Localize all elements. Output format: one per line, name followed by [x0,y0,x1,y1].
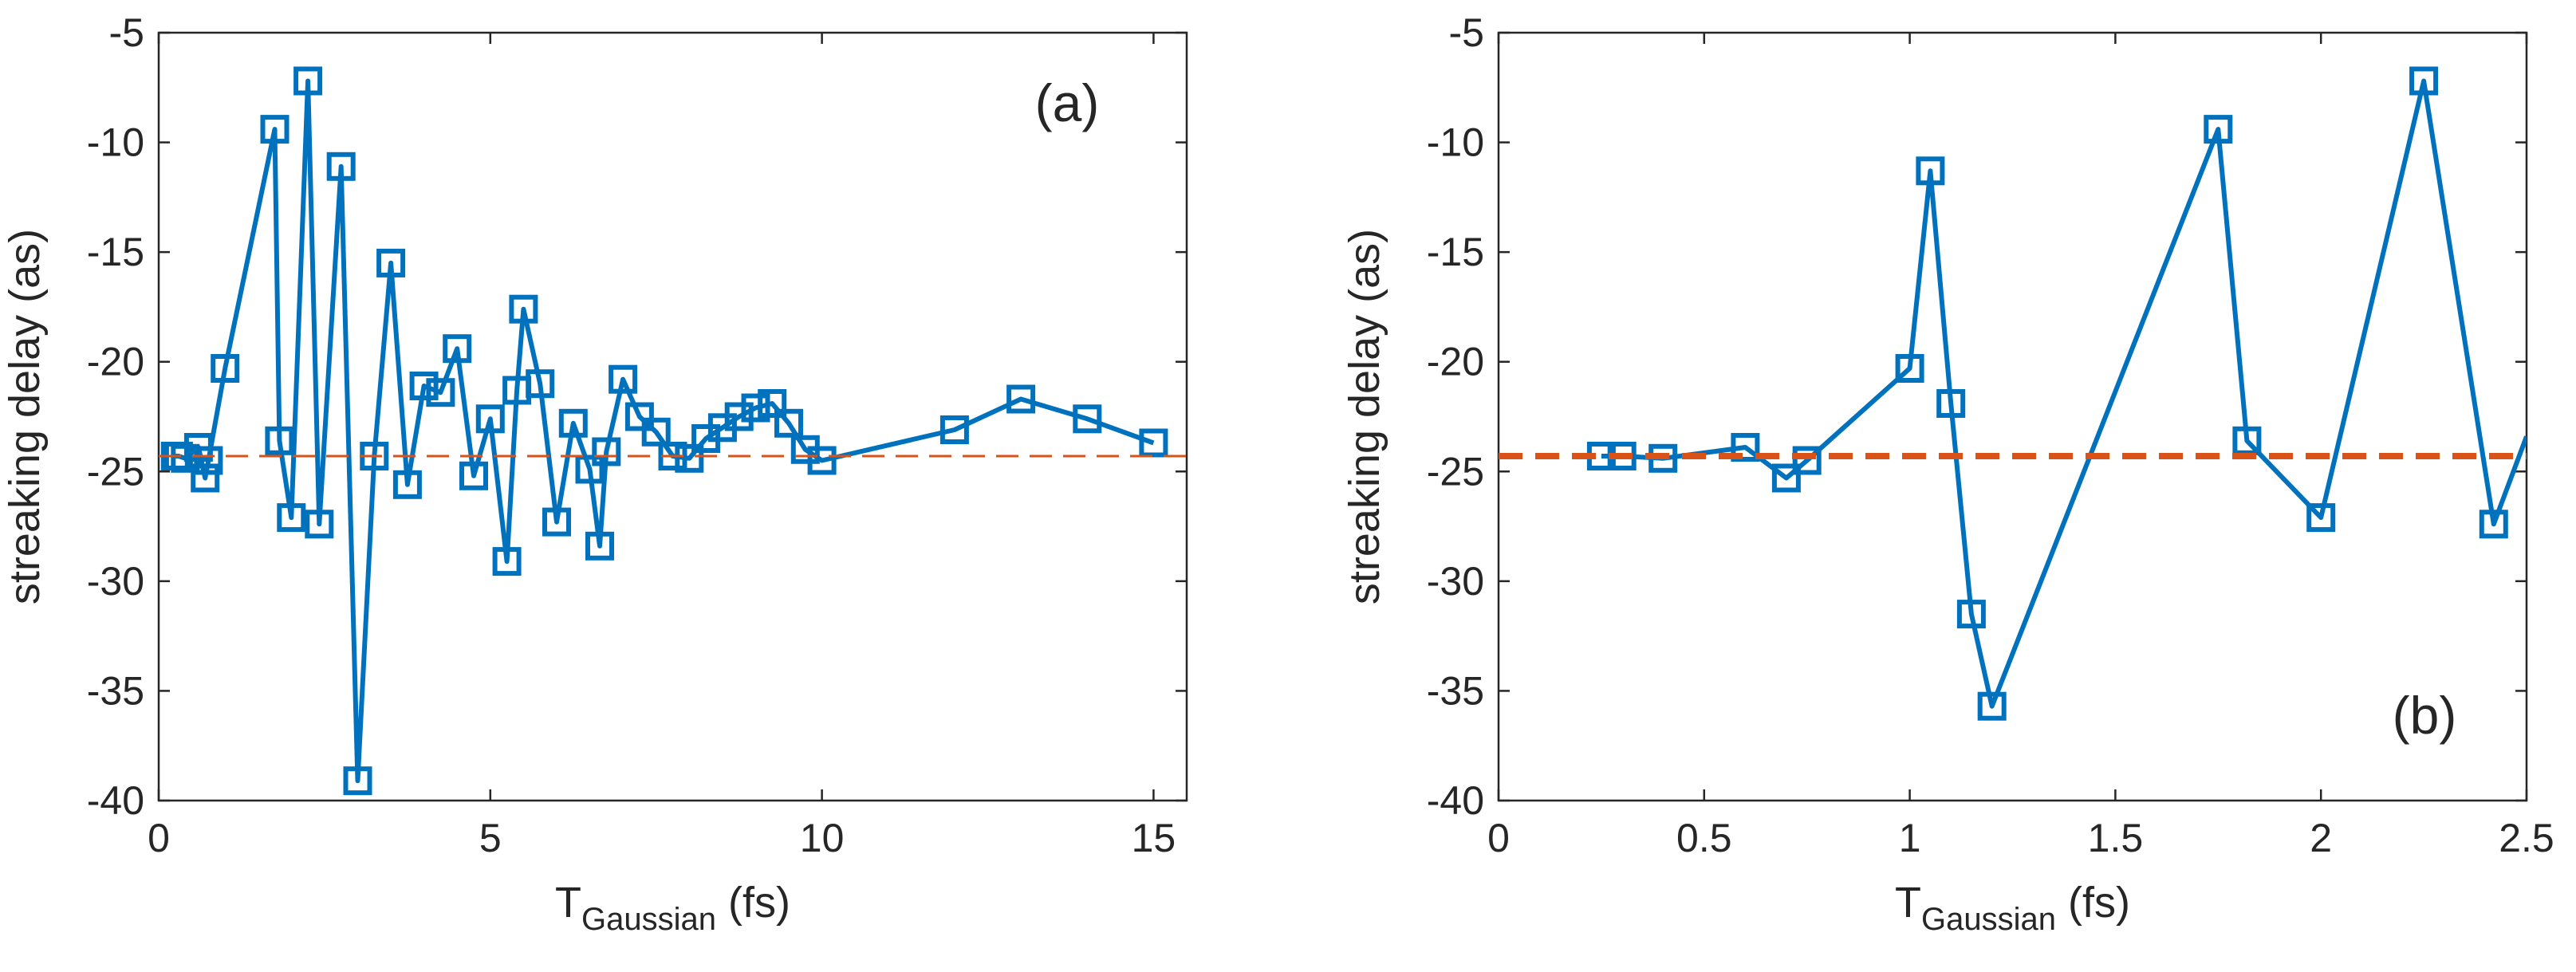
data-point-marker [475,404,505,434]
data-point-marker [260,115,290,144]
chart-panel-a: -5 -10 -15 -20 -25 -30 -35 -400 5 10 15 (a) streakin… [1,10,1188,937]
data-point-marker [558,408,588,438]
data-point-marker [191,463,220,493]
plot-area [157,31,1188,802]
y-tick-label: -5 [109,10,144,55]
data-point-marker [1139,428,1168,458]
y-tick-label: -20 [1427,340,1484,384]
y-tick-label: -40 [87,778,144,823]
y-tick-label: -25 [1427,449,1484,494]
y-tick-label: -5 [1449,10,1484,55]
data-point-marker [459,461,488,490]
data-point-marker [675,443,704,473]
x-tick-label: 1 [1899,816,1921,860]
data-point-marker [1936,389,1966,418]
data-point-marker [658,442,687,470]
y-tick-label: -35 [1427,668,1484,713]
series-line [1601,78,2527,709]
data-point-marker [641,417,671,447]
data-point-marker [585,531,614,561]
y-tick-label: -10 [1427,120,1484,165]
data-point-marker [758,389,787,418]
y-axis-label: streaking delay (as) [1341,229,1388,604]
y-tick-label: -15 [1427,230,1484,274]
x-axis-label-unit: (fs) [2056,879,2130,927]
data-point-marker [1731,433,1760,462]
data-point-marker [1956,600,1986,629]
data-point-marker [293,66,323,96]
data-point-marker [609,364,638,394]
x-tick-label: 0.5 [1676,816,1732,860]
data-point-marker [265,426,294,455]
y-axis-label: streaking delay (as) [1,229,49,604]
data-point-marker [2306,503,2336,533]
x-tick-label: 2 [2310,816,2332,860]
x-axis-label: TGaussian (fs) [1895,879,2130,937]
data-point-marker [526,369,555,399]
x-tick-label: 0 [148,816,170,860]
data-point-marker [443,334,472,364]
data-point-marker [592,437,621,466]
data-point-marker [376,248,406,277]
panel-label: (b) [2393,686,2457,745]
data-point-marker [2479,510,2508,539]
x-axis-label-subscript: Gaussian [1921,902,2056,937]
data-point-marker [1977,691,2007,721]
x-axis-label-main: T [1895,879,1921,927]
x-tick-label: 2.5 [2499,816,2554,860]
data-point-marker [1792,446,1822,475]
data-point-marker [624,402,654,431]
x-tick-label: 0 [1487,816,1510,860]
data-point-marker [343,766,372,796]
x-axis-label-subscript: Gaussian [581,902,716,937]
y-tick-label: -30 [1427,559,1484,604]
data-point-marker [326,152,356,181]
x-axis-label-main: T [555,879,581,927]
y-tick-label: -20 [87,340,144,384]
data-point-marker [305,510,334,539]
data-point-marker [575,455,605,484]
data-point-marker [1006,384,1036,414]
data-point-marker [939,415,969,444]
x-tick-label: 5 [479,816,502,860]
data-point-marker [1916,156,1945,186]
data-point-marker [492,547,522,577]
data-point-marker [807,446,837,475]
data-point-marker [277,503,306,533]
data-point-marker [509,294,538,324]
data-point-marker [194,446,223,475]
y-tick-label: -25 [87,449,144,494]
chart-panel-b: -5 -10 -15 -20 -25 -30 -35 -400 0.5 1 1.5 2 2.5 (b) st… [1341,10,2554,937]
data-point-marker [741,393,770,423]
y-tick-label: -35 [87,668,144,713]
x-tick-label: 15 [1132,816,1176,860]
data-point-marker [774,408,803,438]
data-point-marker [392,470,422,499]
data-point-marker [1073,404,1102,434]
data-point-marker [2204,115,2233,144]
data-point-marker [2409,66,2439,96]
y-tick-label: -10 [87,120,144,165]
data-point-marker [426,378,455,407]
x-tick-label: 1.5 [2088,816,2144,860]
y-tick-label: -30 [87,559,144,604]
data-point-marker [724,402,754,431]
data-point-marker [1771,463,1801,493]
data-point-marker [1895,354,1924,383]
data-point-marker [409,372,439,400]
x-tick-label: 10 [800,816,845,860]
y-tick-label: -15 [87,230,144,274]
panel-label: (a) [1035,73,1100,132]
x-axis-label-unit: (fs) [716,879,790,927]
data-point-marker [2232,426,2262,455]
y-tick-label: -40 [1427,778,1484,823]
plot-area [1497,31,2528,802]
x-axis-label: TGaussian (fs) [555,879,790,937]
data-point-marker [542,507,571,537]
data-point-marker [211,354,240,383]
